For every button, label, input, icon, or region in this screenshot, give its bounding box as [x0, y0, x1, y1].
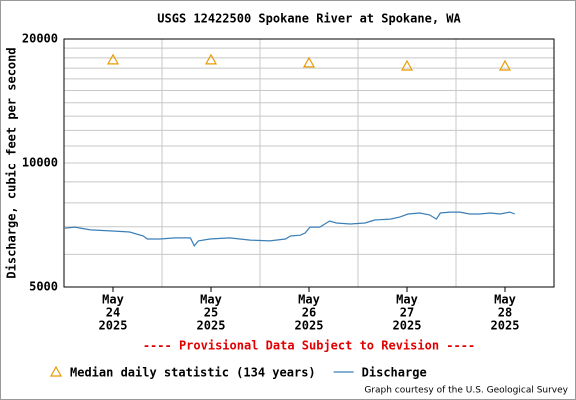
median-marker [302, 56, 316, 68]
y-tick-label: 5000 [29, 280, 58, 294]
x-tick-label: 2025 [295, 319, 324, 333]
legend-symbol [49, 365, 63, 377]
x-tick-label: May [396, 293, 418, 307]
y-tick-label: 10000 [22, 156, 58, 170]
x-tick-label: 25 [204, 306, 218, 320]
chart-title: USGS 12422500 Spokane River at Spokane, … [157, 12, 461, 26]
x-tick-label: 24 [106, 306, 120, 320]
y-tick-label: 20000 [22, 32, 58, 46]
x-tick-label: May [298, 293, 320, 307]
x-tick-label: 2025 [99, 319, 128, 333]
x-tick-label: 26 [302, 306, 316, 320]
discharge-line [64, 211, 516, 248]
median-marker [106, 53, 120, 65]
x-tick-label: 2025 [491, 319, 520, 333]
median-marker [204, 53, 218, 65]
median-marker [498, 59, 512, 71]
x-tick-label: 27 [400, 306, 414, 320]
x-tick-label: 2025 [393, 319, 422, 333]
x-tick-label: May [494, 293, 516, 307]
x-tick-label: May [102, 293, 124, 307]
x-tick-label: May [200, 293, 222, 307]
legend-label: Median daily statistic (134 years) [70, 366, 316, 380]
y-axis-label: Discharge, cubic feet per second [5, 47, 19, 278]
plot-border [63, 38, 555, 288]
median-marker [400, 59, 414, 71]
provisional-note: ---- Provisional Data Subject to Revisio… [143, 339, 475, 353]
legend-label: Discharge [362, 366, 427, 380]
x-tick-label: 28 [498, 306, 512, 320]
x-tick-label: 2025 [197, 319, 226, 333]
credit: Graph courtesy of the U.S. Geological Su… [364, 386, 568, 396]
